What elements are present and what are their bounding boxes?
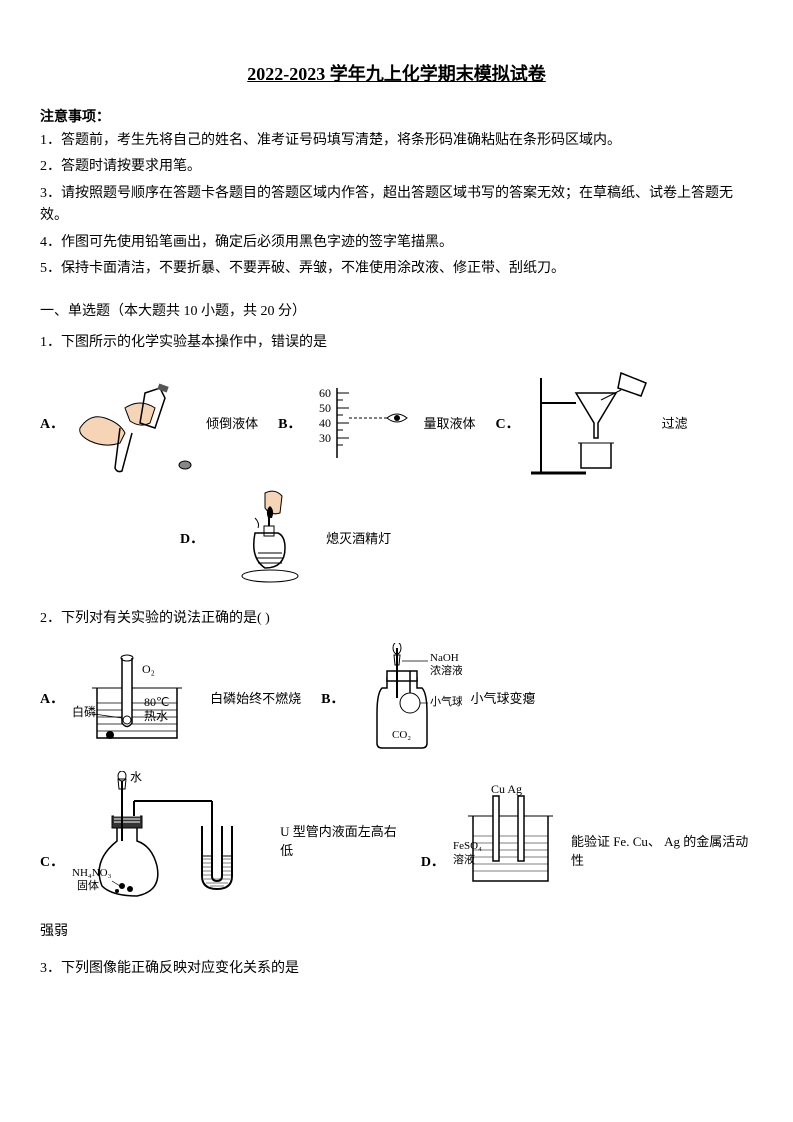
q2d-rongye: 溶液 <box>453 852 475 866</box>
q2d-feso4: FeSO₄ <box>453 840 482 852</box>
q1-a-label: A． <box>40 413 64 433</box>
q1-b-text: 量取液体 <box>423 413 475 432</box>
cyl-60: 60 <box>319 386 331 400</box>
q2-c-diagram: 水 NH₄NO₃ 固体 <box>72 771 272 901</box>
q2-a-label: A． <box>40 688 64 708</box>
q2c-nh4no3: NH₄NO₃ <box>72 867 112 879</box>
q2a-reshui: 热水 <box>144 709 168 723</box>
q2c-shui: 水 <box>130 771 142 784</box>
notice-item-5: 5．保持卡面清洁，不要折暴、不要弄破、弄皱，不准使用涂改液、修正带、刮纸刀。 <box>40 258 753 280</box>
notice-section: 注意事项： 1．答题前，考生先将自己的姓名、准考证号码填写清楚，将条形码准确粘贴… <box>40 106 753 280</box>
q1-option-b: B． 60 50 40 30 <box>278 378 475 468</box>
q2-a-diagram: O₂ 白磷 80℃ 热水 <box>72 648 202 748</box>
q2-d-diagram: Cu Ag FeSO₄ 溶液 <box>453 781 563 891</box>
q1-stem: 1．下图所示的化学实验基本操作中，错误的是 <box>40 330 753 355</box>
q2-c-label: C． <box>40 851 64 871</box>
q2-b-diagram: NaOH 浓溶液 小气球 CO₂ <box>352 643 462 753</box>
q2-stem: 2．下列对有关实验的说法正确的是( ) <box>40 606 753 631</box>
q1-a-diagram <box>70 373 200 473</box>
q1-d-diagram <box>210 488 320 588</box>
q1-options-row-2: D． 熄灭酒精灯 <box>180 488 753 588</box>
q1-d-text: 熄灭酒精灯 <box>326 528 391 547</box>
cyl-30: 30 <box>319 431 331 445</box>
notice-header: 注意事项： <box>40 106 753 126</box>
q2-option-c: C． 水 <box>40 771 401 901</box>
q1-c-text: 过滤 <box>662 413 688 432</box>
cyl-50: 50 <box>319 401 331 415</box>
q1-options-row-1: A． 倾倒液体 B． <box>40 368 753 478</box>
q2b-naoh: NaOH <box>430 652 459 664</box>
q2-option-a: A． O₂ 白磷 80 <box>40 648 301 748</box>
q2-d-text: 能验证 Fe. Cu、 Ag 的金属活动性 <box>571 831 753 869</box>
q2b-qiqiu: 小气球 <box>430 694 462 708</box>
q2a-bailin: 白磷 <box>72 704 96 719</box>
q1-option-a: A． 倾倒液体 <box>40 373 258 473</box>
q2c-guti: 固体 <box>77 878 99 892</box>
q2a-temp: 80℃ <box>144 695 169 709</box>
q2-b-label: B． <box>321 688 344 708</box>
q2-row-1: A． O₂ 白磷 80 <box>40 643 753 753</box>
q1-c-label: C． <box>496 413 520 433</box>
q2-d-label: D． <box>421 851 445 871</box>
q2-tail: 强弱 <box>40 919 753 944</box>
q1-a-text: 倾倒液体 <box>206 413 258 432</box>
q2-option-d: D． Cu Ag FeSO₄ 溶液 能验证 <box>421 781 753 891</box>
page-title: 2022-2023 学年九上化学期末模拟试卷 <box>40 60 753 86</box>
q2-c-text: U 型管内液面左高右低 <box>280 821 401 859</box>
q1-d-label: D． <box>180 528 204 548</box>
notice-item-3: 3．请按照题号顺序在答题卡各题目的答题区域内作答，超出答题区域书写的答案无效；在… <box>40 183 753 228</box>
q1-b-diagram: 60 50 40 30 <box>307 378 417 468</box>
q2-row-2: C． 水 <box>40 771 753 901</box>
q2-b-text: 小气球变瘪 <box>470 688 535 707</box>
q2b-co2: CO₂ <box>392 729 411 741</box>
q2b-nong: 浓溶液 <box>430 663 462 677</box>
q2-a-text: 白磷始终不燃烧 <box>210 688 301 707</box>
q1-option-c: C． 过滤 <box>496 368 688 478</box>
q2d-cuag: Cu Ag <box>491 782 522 796</box>
notice-item-1: 1．答题前，考生先将自己的姓名、准考证号码填写清楚，将条形码准确粘贴在条形码区域… <box>40 130 753 152</box>
q1-b-label: B． <box>278 413 301 433</box>
q2a-o2: O₂ <box>142 662 155 676</box>
notice-item-2: 2．答题时请按要求用笔。 <box>40 156 753 178</box>
q2-option-b: B． NaOH 浓溶液 小气球 CO₂ <box>321 643 535 753</box>
cyl-40: 40 <box>319 416 331 430</box>
q1-c-diagram <box>526 368 656 478</box>
notice-item-4: 4．作图可先使用铅笔画出，确定后必须用黑色字迹的签字笔描黑。 <box>40 232 753 254</box>
q3-stem: 3．下列图像能正确反映对应变化关系的是 <box>40 956 753 981</box>
q1-option-d: D． 熄灭酒精灯 <box>180 488 391 588</box>
section-1-header: 一、单选题（本大题共 10 小题，共 20 分） <box>40 300 753 320</box>
